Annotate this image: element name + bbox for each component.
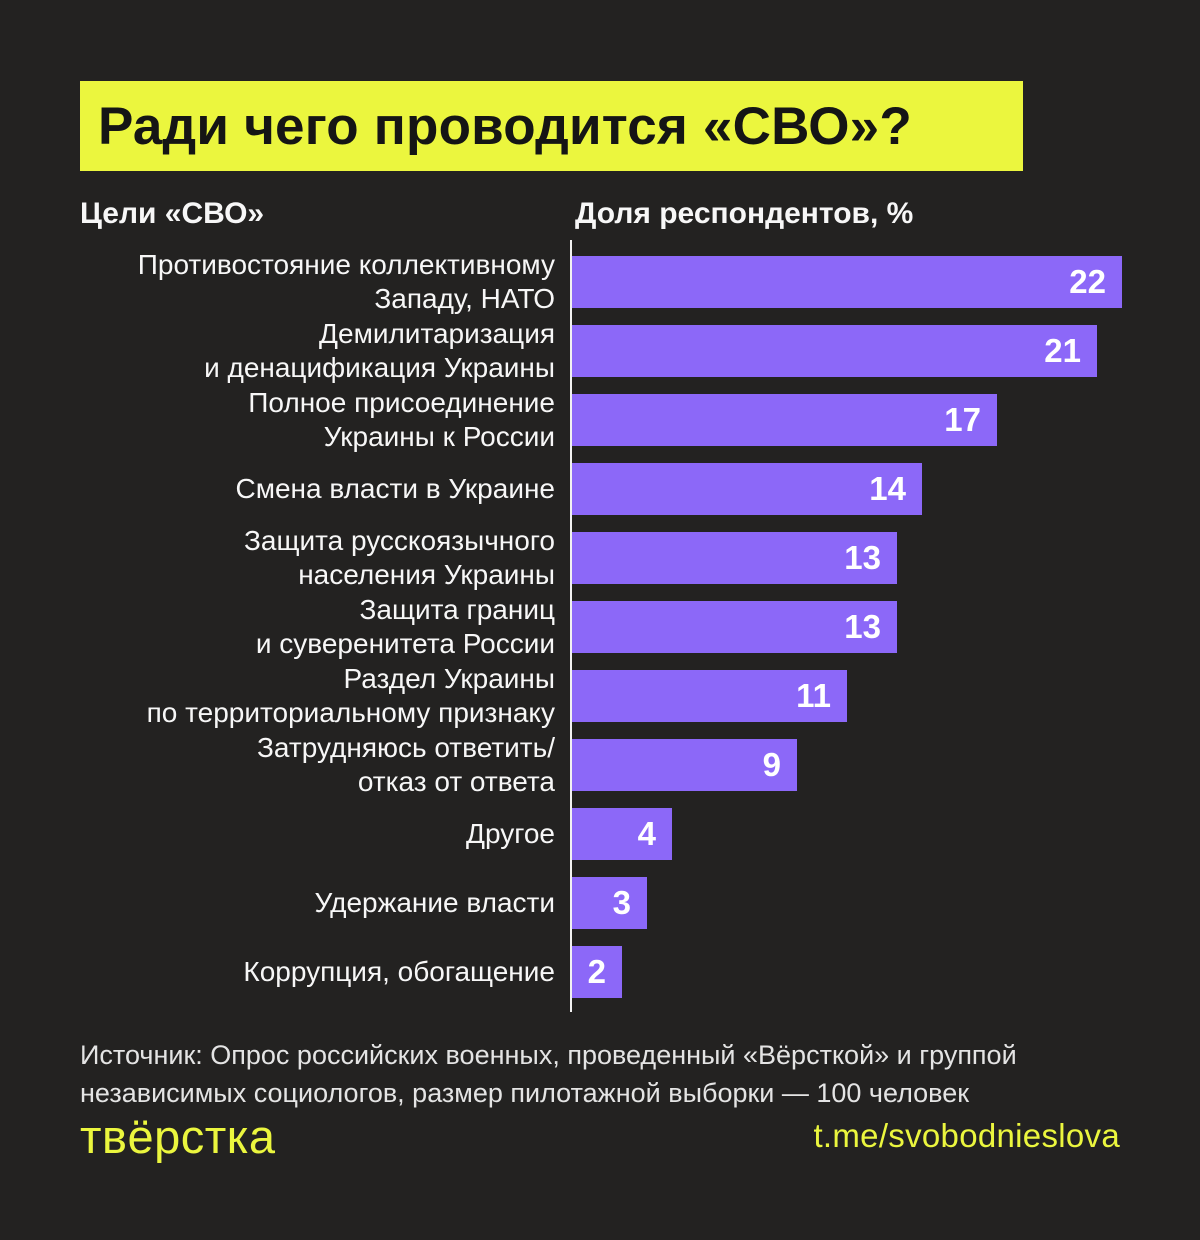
source-note: Источник: Опрос российских военных, пров…	[80, 1036, 1080, 1112]
bar-value-label: 17	[944, 401, 981, 438]
bar: 9	[572, 739, 797, 791]
chart-rows: Противостояние коллективному Западу, НАТО…	[80, 249, 1125, 998]
axis-line	[570, 240, 572, 1012]
telegram-link[interactable]: t.me/svobodnieslova	[813, 1117, 1120, 1154]
chart-row: Демилитаризация и денацификация Украины 2…	[80, 318, 1125, 383]
footer-bar: твёрстка t.me/svobodnieslova	[80, 1108, 1120, 1164]
bar-value-label: 13	[844, 608, 881, 645]
bar: 21	[572, 325, 1097, 377]
category-label: Коррупция, обогащение	[243, 956, 555, 987]
chart-row: Защита границ и суверенитета России 13	[80, 594, 1125, 659]
chart-row: Затрудняюсь ответить/отказ от ответа 9	[80, 732, 1125, 797]
bar: 22	[572, 256, 1122, 308]
bar: 3	[572, 877, 647, 929]
bar-value-label: 2	[587, 953, 606, 990]
bar: 17	[572, 394, 997, 446]
bar: 11	[572, 670, 847, 722]
category-label: Раздел Украины по территориальному призна…	[146, 663, 555, 728]
bar-value-label: 11	[796, 677, 831, 714]
bar-value-label: 4	[637, 815, 656, 852]
verstka-logo[interactable]: твёрстка	[80, 1109, 276, 1163]
bar-track: 4	[572, 808, 1125, 860]
bar-value-label: 14	[869, 470, 906, 507]
title-banner: Ради чего проводится «СВО»?	[80, 81, 1023, 171]
source-line-1: Источник: Опрос российских военных, пров…	[80, 1040, 1017, 1070]
bar-track: 11	[572, 670, 1125, 722]
bar-track: 13	[572, 601, 1125, 653]
bar-track: 9	[572, 739, 1125, 791]
source-line-2: независимых социологов, размер пилотажно…	[80, 1078, 970, 1108]
column-header-share: Доля респондентов, %	[575, 197, 914, 230]
chart-row: Коррупция, обогащение 2	[80, 946, 1125, 998]
bar-track: 21	[572, 325, 1125, 377]
chart-row: Другое 4	[80, 808, 1125, 860]
column-header-goals: Цели «СВО»	[80, 197, 265, 230]
chart-row: Противостояние коллективному Западу, НАТО…	[80, 249, 1125, 314]
chart-row: Защита русскоязычного населения Украины 1…	[80, 525, 1125, 590]
category-label: Другое	[466, 818, 555, 849]
chart-row: Полное присоединение Украины к России 17	[80, 387, 1125, 452]
category-label: Противостояние коллективному Западу, НАТО	[137, 249, 555, 314]
category-label: Полное присоединение Украины к России	[248, 387, 555, 452]
bar-track: 14	[572, 463, 1125, 515]
bar: 14	[572, 463, 922, 515]
bar-value-label: 22	[1069, 263, 1106, 300]
category-label: Смена власти в Украине	[235, 473, 556, 504]
page-title: Ради чего проводится «СВО»?	[98, 96, 912, 156]
bar-value-label: 3	[612, 884, 631, 921]
bar-track: 17	[572, 394, 1125, 446]
category-label: Демилитаризация и денацификация Украины	[204, 318, 555, 383]
bar: 4	[572, 808, 672, 860]
bar-track: 22	[572, 256, 1125, 308]
chart-row: Смена власти в Украине 14	[80, 463, 1125, 515]
chart-row: Раздел Украины по территориальному призна…	[80, 663, 1125, 728]
bar-track: 13	[572, 532, 1125, 584]
category-label: Удержание власти	[314, 887, 555, 918]
bar-track: 2	[572, 946, 1125, 998]
bar: 2	[572, 946, 622, 998]
category-label: Затрудняюсь ответить/отказ от ответа	[257, 732, 555, 797]
bar: 13	[572, 532, 897, 584]
bar-value-label: 13	[844, 539, 881, 576]
chart-row: Удержание власти 3	[80, 877, 1125, 929]
bar-chart: Противостояние коллективному Западу, НАТО…	[80, 240, 1125, 1015]
bar-value-label: 9	[762, 746, 781, 783]
category-label: Защита границ и суверенитета России	[255, 594, 555, 659]
bar-value-label: 21	[1044, 332, 1081, 369]
bar-track: 3	[572, 877, 1125, 929]
category-label: Защита русскоязычного населения Украины	[243, 525, 555, 590]
bar: 13	[572, 601, 897, 653]
column-headers: Цели «СВО» Доля респондентов, %	[80, 197, 1120, 233]
